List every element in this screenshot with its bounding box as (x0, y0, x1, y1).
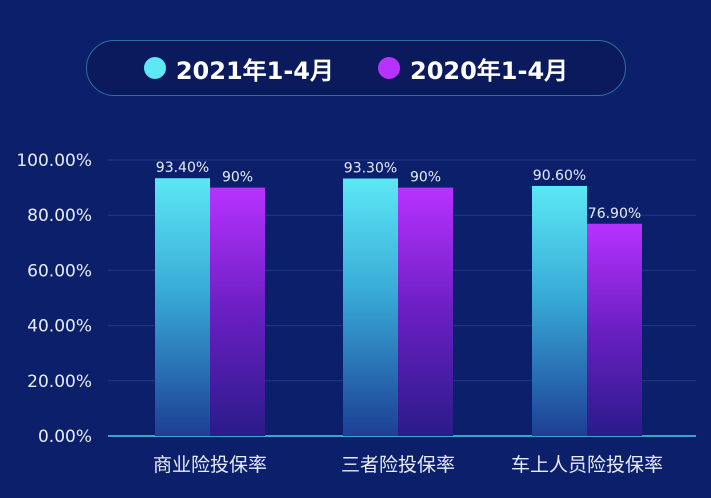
legend-swatch-2021 (143, 57, 166, 79)
bar (343, 178, 398, 436)
legend-label-2020: 2020年1-4月 (410, 56, 569, 85)
x-tick-label: 车上人员险投保率 (511, 454, 663, 476)
y-tick-label: 100.00% (16, 151, 92, 171)
data-label: 93.30% (344, 160, 397, 176)
y-tick-label: 0.00% (38, 427, 92, 447)
legend: 2021年1-4月 2020年1-4月 (86, 40, 626, 96)
legend-label-2021: 2021年1-4月 (175, 56, 334, 85)
y-tick-label: 20.00% (27, 372, 92, 392)
y-tick-label: 40.00% (27, 317, 92, 337)
bar (587, 223, 642, 436)
data-label: 76.90% (588, 206, 641, 222)
data-label: 90% (410, 170, 441, 186)
bar (155, 178, 210, 436)
x-tick-label: 三者险投保率 (341, 454, 455, 476)
data-label: 90.60% (533, 168, 586, 184)
data-label: 93.40% (156, 160, 209, 176)
legend-item-2021: 2021年1-4月 (143, 51, 334, 86)
data-label: 90% (222, 170, 253, 186)
legend-item-2020: 2020年1-4月 (378, 51, 568, 86)
label-layer: 93.40% 90% 商业险投保率 93.30% 90% 三者险投保率 90.60% 76.9… (153, 160, 663, 476)
bar (398, 187, 453, 436)
x-tick-label: 商业险投保率 (153, 454, 267, 476)
bar-layer (155, 178, 642, 436)
bar (532, 185, 587, 436)
y-tick-label: 60.00% (27, 261, 92, 281)
legend-swatch-2020 (378, 57, 400, 79)
y-tick-label: 80.00% (27, 206, 92, 226)
bar (210, 187, 265, 436)
